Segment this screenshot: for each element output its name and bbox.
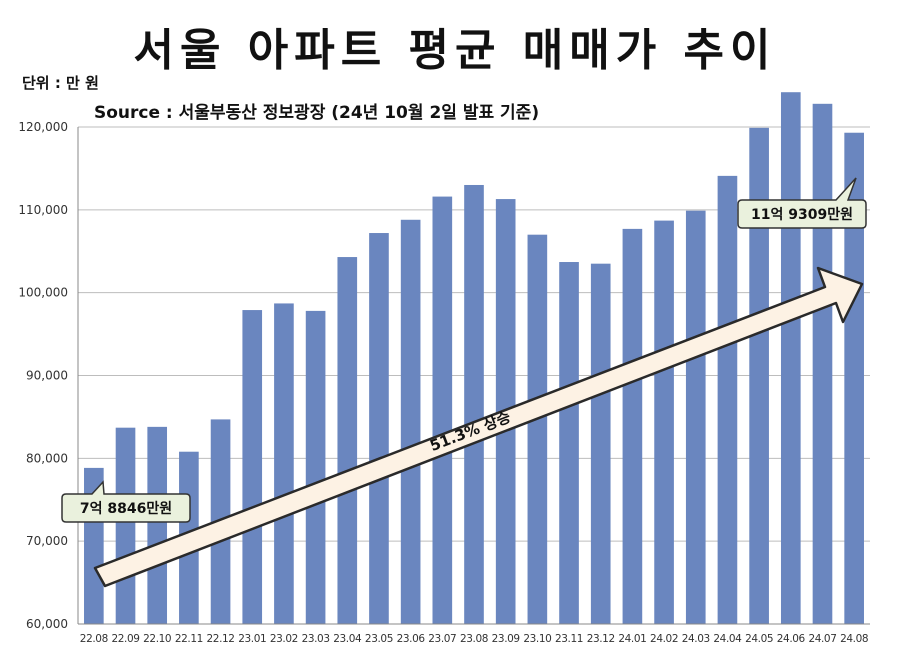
x-tick-label: 24.03 — [682, 633, 710, 645]
bar-24.01 — [622, 228, 643, 624]
bar-23.04 — [337, 257, 358, 624]
bar-23.01 — [242, 310, 263, 624]
bar-22.09 — [115, 427, 136, 624]
bar-24.08 — [844, 132, 864, 624]
x-tick-label: 24.08 — [840, 633, 868, 645]
x-tick-label: 23.04 — [333, 633, 362, 645]
bar-23.03 — [305, 310, 326, 624]
y-tick-label: 110,000 — [18, 203, 68, 217]
y-tick-label: 100,000 — [18, 286, 68, 300]
end-callout-box — [737, 177, 867, 229]
x-tick-label: 24.01 — [618, 633, 646, 645]
bar-23.05 — [369, 233, 389, 624]
x-tick-label: 23.09 — [492, 633, 520, 645]
x-tick-label: 23.05 — [365, 633, 393, 645]
bar-22.10 — [147, 426, 168, 624]
trend-arrow-shape — [93, 266, 864, 588]
source-label: Source : 서울부동산 정보광장 (24년 10월 2일 발표 기준) — [94, 103, 540, 123]
bar-24.07 — [812, 103, 833, 625]
bar-23.08 — [464, 184, 484, 624]
bars — [84, 92, 864, 625]
x-tick-label: 23.06 — [397, 633, 426, 645]
end-callout-label: 11억 9309만원 — [751, 207, 853, 223]
x-tick-label: 23.07 — [428, 633, 456, 645]
end-callout: 11억 9309만원 — [737, 177, 867, 229]
chart-title: 서울 아파트 평균 매매가 추이 — [133, 25, 777, 76]
x-tick-label: 24.06 — [777, 633, 806, 645]
y-tick-label: 90,000 — [26, 369, 68, 383]
axes: 60,000 70,000 80,000 90,000 100,000 110,000 12… — [18, 120, 870, 645]
x-tick-label: 22.12 — [207, 633, 235, 645]
bar-23.11 — [559, 262, 579, 624]
x-tick-label: 23.11 — [555, 633, 583, 645]
x-tick-label: 24.04 — [713, 633, 742, 645]
unit-label: 단위 : 만 원 — [22, 74, 99, 92]
x-tick-label: 23.02 — [270, 633, 298, 645]
y-tick-label: 120,000 — [18, 120, 68, 134]
x-tick-label: 23.12 — [587, 633, 615, 645]
y-tick-label: 60,000 — [26, 617, 68, 631]
x-tick-label: 22.11 — [175, 633, 203, 645]
bar-24.04 — [717, 175, 738, 624]
bar-23.12 — [590, 263, 611, 624]
x-tick-label: 23.01 — [238, 633, 266, 645]
x-tick-label: 23.03 — [302, 633, 330, 645]
bar-24.06 — [780, 92, 801, 624]
bar-23.10 — [527, 234, 548, 624]
start-callout-box — [61, 480, 191, 523]
bar-23.07 — [432, 196, 453, 624]
bar-24.02 — [654, 220, 674, 624]
bar-24.03 — [685, 210, 706, 624]
x-tick-label: 23.10 — [523, 633, 551, 645]
x-tick-label: 24.05 — [745, 633, 773, 645]
bar-24.05 — [749, 127, 769, 624]
x-tick-label: 24.07 — [808, 633, 836, 645]
start-callout: 7억 8846만원 — [61, 480, 191, 523]
x-tick-label: 22.09 — [111, 633, 139, 645]
start-callout-label: 7억 8846만원 — [80, 501, 172, 517]
y-tick-label: 80,000 — [26, 451, 68, 465]
y-tick-label: 70,000 — [26, 534, 68, 548]
x-tick-label: 22.10 — [143, 633, 171, 645]
x-tick-label: 22.08 — [80, 633, 108, 645]
x-tick-label: 23.08 — [460, 633, 488, 645]
x-tick-label: 24.02 — [650, 633, 678, 645]
bar-23.06 — [400, 219, 421, 625]
bar-23.02 — [274, 303, 294, 624]
